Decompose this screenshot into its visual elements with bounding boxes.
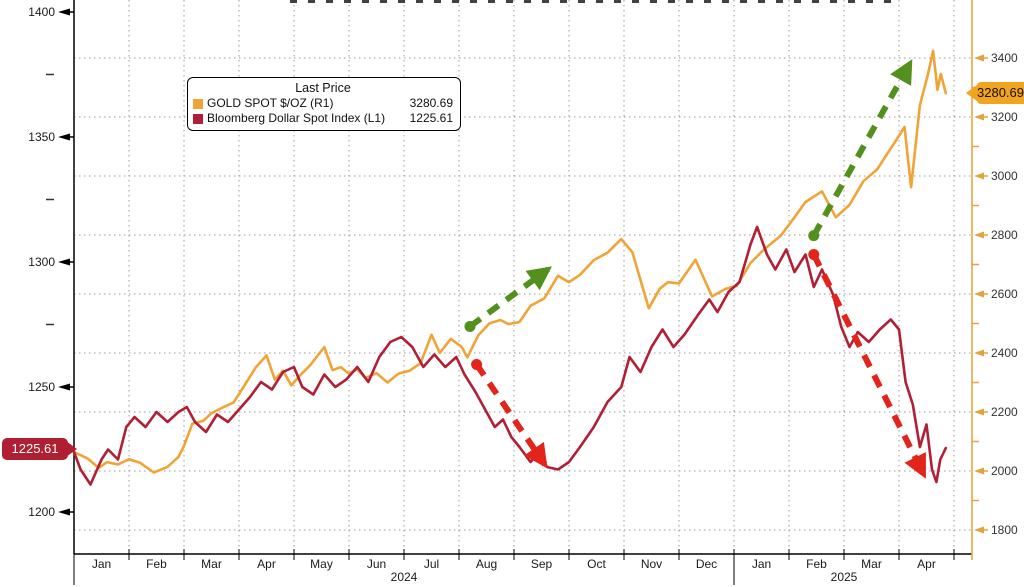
legend-rows: GOLD SPOT $/OZ (R1) 3280.69 Bloomberg Doll… <box>193 96 453 126</box>
right-axis-tick-label: 1800 <box>991 523 1018 537</box>
left-axis-tick-arrow <box>58 8 70 16</box>
right-axis-tick-arrow <box>974 349 984 357</box>
left-axis-tick-arrow <box>58 508 70 516</box>
legend-item: GOLD SPOT $/OZ (R1) 3280.69 <box>193 96 453 111</box>
right-axis-tick-arrow <box>974 526 984 534</box>
dollar-down-trend-2025-arrow <box>811 253 927 479</box>
gold-up-trend-2024-arrow <box>468 266 552 329</box>
month-label: Aug <box>476 557 497 571</box>
dollar-last-price-badge: 1225.61 <box>2 438 77 460</box>
month-label: Jun <box>367 557 386 571</box>
year-label: 2025 <box>831 570 858 584</box>
month-label: Oct <box>587 557 606 571</box>
month-label: Feb <box>806 557 827 571</box>
right-axis-tick-arrow <box>974 231 984 239</box>
legend-color-swatch <box>193 113 203 124</box>
right-axis-tick-label: 3000 <box>991 169 1018 183</box>
gold-line <box>72 49 948 474</box>
right-axis-tick-label: 2800 <box>991 228 1018 242</box>
right-axis-tick-label: 3200 <box>991 110 1018 124</box>
legend-series-last-price: 1225.61 <box>409 111 453 125</box>
month-label: Jan <box>92 557 111 571</box>
gold-up-trend-2025-arrow <box>811 59 913 238</box>
right-axis-tick-arrow <box>974 172 984 180</box>
month-label: Nov <box>641 557 662 571</box>
legend-item: Bloomberg Dollar Spot Index (L1) 1225.61 <box>193 111 453 126</box>
left-axis-tick-arrow <box>58 133 70 141</box>
month-label: Jul <box>424 557 439 571</box>
right-axis-tick-arrow <box>974 54 984 62</box>
dollar-line <box>72 225 948 486</box>
left-axis-tick-arrow <box>58 383 70 391</box>
left-axis-tick-label: 1400 <box>28 5 55 19</box>
legend-series-name: Bloomberg Dollar Spot Index (L1) <box>207 111 386 125</box>
year-label: 2024 <box>391 570 418 584</box>
left-axis-tick-label: 1300 <box>28 255 55 269</box>
right-axis-tick-label: 2200 <box>991 405 1018 419</box>
month-label: Apr <box>917 557 936 571</box>
legend-box: Last Price GOLD SPOT $/OZ (R1) 3280.69 Blo… <box>187 77 461 131</box>
gold-last-price-badge: 3280.69 <box>966 82 1024 104</box>
left-axis-tick-arrow <box>58 258 70 266</box>
dollar-down-trend-2024-arrow <box>474 362 548 469</box>
right-axis-tick-label: 2600 <box>991 287 1018 301</box>
legend-color-swatch <box>193 98 203 109</box>
legend-series-name: GOLD SPOT $/OZ (R1) <box>207 96 334 110</box>
month-label: May <box>310 557 333 571</box>
legend-series-last-price: 3280.69 <box>409 96 453 110</box>
month-label: Mar <box>201 557 222 571</box>
right-axis-tick-arrow <box>974 290 984 298</box>
right-axis-tick-arrow <box>974 467 984 475</box>
right-axis-tick-arrow <box>974 113 984 121</box>
month-label: Feb <box>146 557 167 571</box>
month-label: Dec <box>696 557 717 571</box>
month-label: Jan <box>752 557 771 571</box>
left-axis-tick-label: 1200 <box>28 505 55 519</box>
left-axis-tick-label: 1250 <box>28 380 55 394</box>
legend-title: Last Price <box>295 81 351 95</box>
month-label: Apr <box>257 557 276 571</box>
right-axis-tick-label: 2000 <box>991 464 1018 478</box>
left-axis-tick-label: 1350 <box>28 130 55 144</box>
month-label: Mar <box>861 557 882 571</box>
right-axis-tick-label: 3400 <box>991 51 1018 65</box>
right-axis-tick-label: 2400 <box>991 346 1018 360</box>
right-axis-tick-arrow <box>974 408 984 416</box>
month-label: Sep <box>531 557 553 571</box>
